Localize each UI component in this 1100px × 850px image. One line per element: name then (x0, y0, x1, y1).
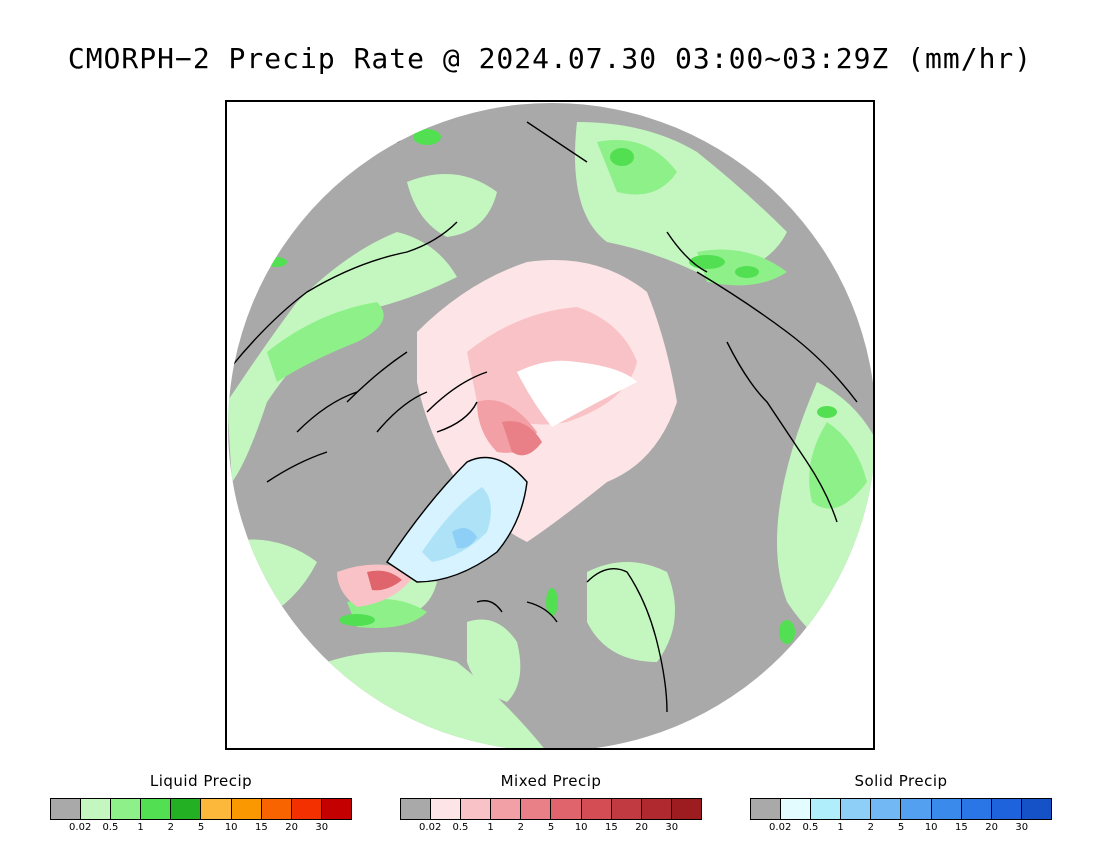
legend-title-liquid: Liquid Precip (149, 772, 253, 790)
legend-swatch-solid-1 (781, 799, 812, 819)
legend-tick-liquid-6: 15 (255, 822, 268, 833)
legend-tick-liquid-7: 20 (285, 822, 298, 833)
legend-tick-solid-8: 30 (1015, 822, 1029, 833)
legend-swatch-solid-3 (841, 799, 872, 819)
legend-swatch-liquid-6 (231, 799, 262, 819)
legend-mixed: Mixed Precip 0.02 0.5 1 2 5 10 15 20 30 (400, 772, 702, 836)
legend-tick-solid-7: 20 (985, 822, 998, 833)
legend-swatch-mixed-5 (551, 799, 582, 819)
legend-swatches-solid (750, 798, 1052, 820)
legend-tick-solid-2: 1 (837, 822, 844, 833)
legend-swatch-solid-9 (1021, 799, 1051, 819)
polar-map-svg (228, 103, 873, 748)
legend-tick-mixed-0: 0.02 (419, 822, 442, 833)
legend-tick-liquid-8: 30 (315, 822, 329, 833)
legend-tick-solid-3: 2 (867, 822, 874, 833)
legend-tick-solid-4: 5 (897, 822, 905, 833)
legend-liquid: Liquid Precip 0.02 0.5 1 2 5 10 15 20 30 (50, 772, 352, 836)
legend-tick-solid-0: 0.02 (769, 822, 792, 833)
legend-swatch-liquid-7 (261, 799, 292, 819)
legend-title-solid: Solid Precip (854, 772, 948, 790)
legend-swatch-mixed-3 (491, 799, 522, 819)
legend-swatch-mixed-0 (401, 799, 432, 819)
legend-tick-solid-1: 0.5 (802, 822, 819, 833)
legend-tick-liquid-3: 2 (167, 822, 174, 833)
legend-swatch-solid-6 (931, 799, 962, 819)
legend-swatches-mixed (400, 798, 702, 820)
legend-ticks-liquid: 0.02 0.5 1 2 5 10 15 20 30 (50, 822, 352, 836)
legend-swatch-liquid-5 (201, 799, 232, 819)
legend-tick-liquid-0: 0.02 (69, 822, 92, 833)
polar-precip-map (225, 100, 875, 750)
legend-tick-mixed-4: 5 (547, 822, 555, 833)
legend-swatches-liquid (50, 798, 352, 820)
legend-swatch-liquid-8 (291, 799, 322, 819)
legend-swatch-solid-2 (811, 799, 842, 819)
legend-swatch-mixed-6 (581, 799, 612, 819)
legend-swatch-mixed-7 (611, 799, 642, 819)
legend-tick-solid-6: 15 (955, 822, 968, 833)
liquid-precip-heavy (267, 129, 837, 644)
legend-ticks-solid: 0.02 0.5 1 2 5 10 15 20 30 (750, 822, 1052, 836)
legend-swatch-liquid-3 (141, 799, 172, 819)
legend-swatch-solid-0 (751, 799, 782, 819)
legend-swatch-liquid-2 (111, 799, 142, 819)
legend-swatch-mixed-2 (461, 799, 492, 819)
legend-tick-liquid-1: 0.5 (102, 822, 119, 833)
legend-ticks-mixed: 0.02 0.5 1 2 5 10 15 20 30 (400, 822, 702, 836)
legend-swatch-solid-7 (961, 799, 992, 819)
legend-tick-mixed-7: 20 (635, 822, 648, 833)
legend-swatch-liquid-1 (81, 799, 112, 819)
legend-tick-mixed-1: 0.5 (452, 822, 469, 833)
legend-swatch-mixed-4 (521, 799, 552, 819)
legend-swatch-mixed-9 (671, 799, 701, 819)
legend-tick-mixed-5: 10 (574, 822, 588, 833)
legend-swatch-solid-5 (901, 799, 932, 819)
pole-no-data (517, 360, 637, 427)
coastlines (228, 111, 858, 713)
legend-tick-liquid-4: 5 (197, 822, 205, 833)
legend-swatch-solid-8 (991, 799, 1022, 819)
map-title: CMORPH−2 Precip Rate @ 2024.07.30 03:00~… (67, 42, 1033, 75)
legend-tick-mixed-3: 2 (517, 822, 524, 833)
legend-tick-mixed-8: 30 (665, 822, 679, 833)
legend-tick-mixed-2: 1 (487, 822, 494, 833)
legend-swatch-liquid-9 (321, 799, 351, 819)
legend-tick-liquid-2: 1 (137, 822, 144, 833)
legend-title-mixed: Mixed Precip (500, 772, 602, 790)
legend-swatch-solid-4 (871, 799, 902, 819)
legend-swatch-liquid-4 (171, 799, 202, 819)
legend-tick-mixed-6: 15 (605, 822, 618, 833)
legend-solid: Solid Precip 0.02 0.5 1 2 5 10 15 20 30 (750, 772, 1052, 836)
legend-swatch-mixed-1 (431, 799, 462, 819)
legend-tick-solid-5: 10 (924, 822, 938, 833)
greenland-solid-precip (387, 457, 527, 582)
legend-tick-liquid-5: 10 (224, 822, 238, 833)
legend-swatch-liquid-0 (51, 799, 82, 819)
legend-swatch-mixed-8 (641, 799, 672, 819)
